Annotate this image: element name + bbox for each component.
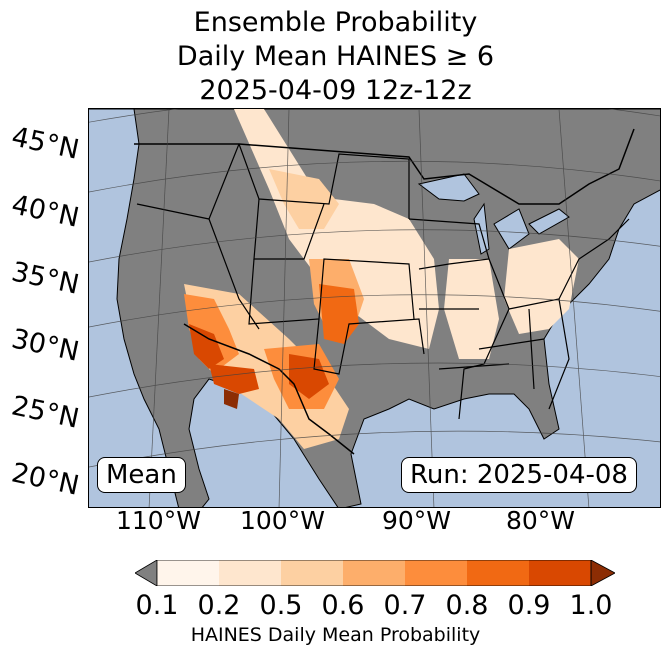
lat-label-20: 20°N	[8, 457, 82, 502]
title-line-3: 2025-04-09 12z-12z	[199, 75, 472, 106]
colorbar-bin-7	[529, 560, 591, 586]
lat-label-30: 30°N	[8, 323, 82, 368]
country-borders	[134, 128, 635, 455]
colorbar-bin-2	[219, 560, 281, 586]
colorbar-outline	[156, 560, 592, 586]
state-borders	[136, 143, 630, 420]
colorbar-over-arrow	[590, 560, 615, 586]
great-lakes	[417, 173, 570, 255]
colorbar-tick-6: 0.9	[507, 590, 551, 621]
lon-label-90w: 90°W	[382, 506, 452, 535]
map-svg	[89, 109, 660, 507]
colorbar-bin-6	[467, 560, 529, 586]
colorbar-tick-1: 0.2	[197, 590, 241, 621]
lat-label-25: 25°N	[8, 390, 82, 435]
run-label: Run: 2025-04-08	[401, 457, 637, 493]
colorbar-tick-5: 0.8	[445, 590, 489, 621]
colorbar-tick-0: 0.1	[135, 590, 179, 621]
lon-label-80w: 80°W	[506, 506, 576, 535]
colorbar-bin-3	[281, 560, 343, 586]
colorbar-tick-4: 0.7	[383, 590, 427, 621]
colorbar-bin-5	[405, 560, 467, 586]
colorbar-bin-4	[343, 560, 405, 586]
title-line-2: Daily Mean HAINES ≥ 6	[176, 41, 495, 72]
colorbar-label: HAINES Daily Mean Probability	[190, 624, 481, 646]
colorbar-tick-3: 0.6	[321, 590, 365, 621]
map-panel	[88, 108, 661, 508]
lon-label-100w: 100°W	[240, 506, 325, 535]
colorbar-tick-2: 0.5	[259, 590, 303, 621]
title-line-1: Ensemble Probability	[193, 7, 478, 38]
lat-label-35: 35°N	[8, 256, 82, 301]
colorbar	[135, 560, 615, 586]
colorbar-tick-7: 1.0	[569, 590, 613, 621]
colorbar-bin-1	[157, 560, 219, 586]
colorbar-under-arrow	[135, 560, 158, 586]
lon-label-110w: 110°W	[116, 506, 201, 535]
lat-label-40: 40°N	[8, 189, 82, 234]
graticule	[89, 109, 660, 507]
mean-label: Mean	[97, 457, 186, 493]
lat-label-45: 45°N	[8, 121, 82, 166]
